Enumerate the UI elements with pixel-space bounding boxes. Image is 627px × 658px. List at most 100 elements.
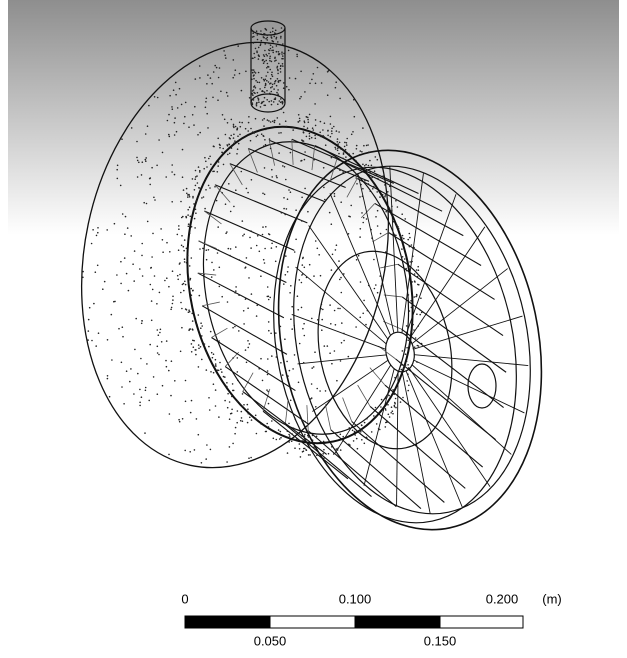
particle (290, 318, 292, 320)
particle (146, 203, 148, 205)
particle (250, 140, 252, 142)
particle (385, 194, 387, 196)
particle (151, 167, 153, 169)
particle (256, 30, 258, 32)
particle (213, 71, 215, 73)
particle (337, 150, 339, 152)
particle (217, 165, 219, 167)
particle (251, 69, 253, 71)
particle (316, 436, 318, 438)
particle (272, 27, 274, 29)
particle (232, 383, 234, 385)
particle (287, 198, 289, 200)
particle (174, 134, 176, 136)
particle (280, 71, 282, 73)
particle (379, 196, 381, 198)
particle (343, 153, 345, 155)
particle (323, 167, 325, 169)
particle (275, 30, 277, 32)
particle (172, 108, 174, 110)
particle (271, 420, 273, 422)
particle (229, 137, 231, 139)
particle (266, 67, 268, 69)
particle (159, 292, 161, 294)
particle (177, 234, 179, 236)
particle (260, 106, 262, 108)
particle (97, 227, 99, 229)
particle (342, 436, 344, 438)
particle (307, 119, 309, 121)
particle (268, 426, 270, 428)
particle (239, 134, 241, 136)
particle (274, 122, 276, 124)
particle (267, 391, 269, 393)
particle (416, 269, 418, 271)
particle (263, 118, 265, 120)
particle (252, 30, 254, 32)
particle (355, 177, 357, 179)
particle (254, 132, 256, 134)
particle (134, 250, 136, 252)
particle (392, 389, 394, 391)
particle (393, 221, 395, 223)
particle (270, 48, 272, 50)
particle (262, 60, 264, 62)
particle (230, 135, 232, 137)
particle (277, 89, 279, 91)
particle (188, 194, 190, 196)
particle (371, 237, 373, 239)
particle (231, 409, 233, 411)
particle (141, 396, 143, 398)
particle (364, 422, 366, 424)
particle (303, 132, 305, 134)
particle (129, 381, 131, 383)
particle (258, 101, 260, 103)
particle (302, 451, 304, 453)
particle (93, 303, 95, 305)
particle (322, 309, 324, 311)
particle (319, 390, 321, 392)
particle (252, 104, 254, 106)
particle (309, 83, 311, 85)
particle (132, 263, 134, 265)
particle (406, 360, 408, 362)
particle (295, 209, 297, 211)
particle (219, 267, 221, 269)
viewport: 0 0.100 0.200 (m) 0.050 0.150 (0, 0, 627, 658)
particle (342, 171, 344, 173)
particle (231, 119, 233, 121)
particle (138, 162, 140, 164)
particle (350, 205, 352, 207)
particle (354, 434, 356, 436)
particle (406, 380, 408, 382)
particle (364, 165, 366, 167)
particle (272, 46, 274, 48)
particle (315, 406, 317, 408)
particle (373, 415, 375, 417)
particle (301, 160, 303, 162)
particle (233, 59, 235, 61)
particle (180, 292, 182, 294)
particle (373, 186, 375, 188)
particle (139, 405, 141, 407)
particle (356, 438, 358, 440)
particle (400, 401, 402, 403)
particle (257, 134, 259, 136)
particle (215, 405, 217, 407)
particle (217, 369, 219, 371)
particle (117, 165, 119, 167)
particle (196, 175, 198, 177)
particle (276, 175, 278, 177)
particle (181, 235, 183, 237)
particle (385, 251, 387, 253)
particle (349, 216, 351, 218)
particle (186, 262, 188, 264)
particle (96, 235, 98, 237)
particle (265, 84, 267, 86)
particle (315, 240, 317, 242)
particle (311, 137, 313, 139)
particle (200, 322, 202, 324)
particle (307, 117, 309, 119)
particle (209, 409, 211, 411)
particle (308, 121, 310, 123)
